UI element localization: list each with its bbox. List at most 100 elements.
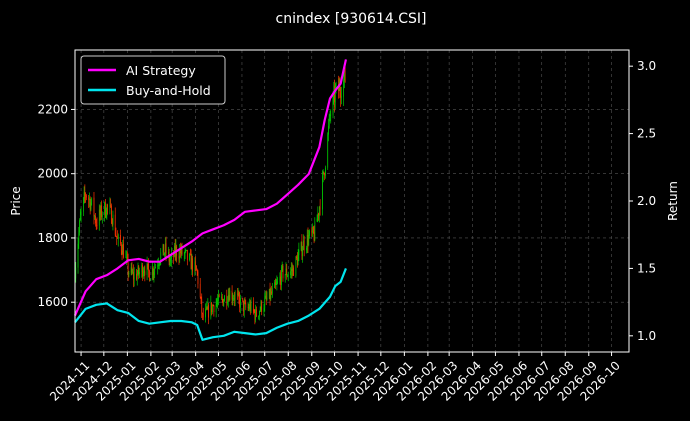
price-candle-body <box>243 300 244 312</box>
price-candle-body <box>287 276 288 278</box>
price-candle-body <box>111 223 113 225</box>
price-candle-body <box>319 207 320 216</box>
price-candle-body <box>242 298 244 301</box>
price-candle-body <box>290 271 291 276</box>
price-candle-body <box>82 198 84 212</box>
price-candle-body <box>101 205 102 217</box>
price-candle-body <box>149 270 150 282</box>
price-candle-body <box>164 243 166 253</box>
price-candle-body <box>328 115 330 126</box>
price-candle-body <box>290 268 292 272</box>
price-candle-body <box>269 289 271 300</box>
price-candle-body <box>221 296 223 300</box>
price-candle-body <box>341 96 342 98</box>
price-candle-body <box>106 204 108 217</box>
price-candle-body <box>123 243 124 258</box>
price-candle-body <box>232 298 234 300</box>
price-candle-body <box>131 267 133 273</box>
price-candle-body <box>142 265 143 277</box>
price-candle-body <box>260 301 262 310</box>
price-candle-body <box>275 282 276 285</box>
price-candle-body <box>285 268 287 275</box>
price-candle-body <box>248 307 250 310</box>
price-candle-body <box>281 267 282 285</box>
price-candle-body <box>344 70 345 81</box>
price-candle-body <box>200 296 202 300</box>
price-candle-body <box>148 263 149 271</box>
price-candle-body <box>100 205 102 215</box>
left-y-tick-label: 1600 <box>37 295 68 309</box>
price-candle-body <box>75 267 77 279</box>
price-candle-body <box>210 302 212 318</box>
price-candle-body <box>228 295 230 301</box>
price-candle-body <box>243 302 245 312</box>
price-candle-body <box>212 305 213 312</box>
price-candle-body <box>122 243 124 255</box>
price-candle-body <box>186 249 187 251</box>
price-candle-body <box>254 311 256 320</box>
price-candle-body <box>250 301 252 311</box>
price-candle-body <box>202 313 204 318</box>
price-candle-body <box>329 114 331 116</box>
price-candle-body <box>199 283 201 297</box>
price-candle-body <box>138 266 140 275</box>
price-candle-body <box>277 281 278 283</box>
price-candle-body <box>207 304 209 310</box>
price-candle-body <box>84 192 86 196</box>
price-candle-body <box>275 284 277 285</box>
price-candle-body <box>263 308 265 313</box>
price-candle-body <box>302 250 304 257</box>
price-candle-body <box>126 257 127 258</box>
left-y-tick-label: 1800 <box>37 231 68 245</box>
price-candle-body <box>280 276 282 285</box>
price-candle-body <box>185 250 187 251</box>
chart-title: cnindex [930614.CSI] <box>276 11 427 27</box>
price-candle-body <box>147 263 149 265</box>
price-candle-body <box>184 250 186 254</box>
price-candle-body <box>127 257 128 260</box>
price-candle-body <box>153 272 155 275</box>
price-candle-body <box>213 305 215 313</box>
price-candle-body <box>117 235 119 239</box>
price-candle-body <box>325 167 326 176</box>
price-candle-body <box>190 254 192 270</box>
price-candle-body <box>319 207 321 210</box>
price-candle-body <box>183 253 185 255</box>
price-candle-body <box>136 273 137 280</box>
price-candle-body <box>89 198 90 200</box>
price-candle-body <box>317 213 319 219</box>
price-candle-body <box>180 249 181 254</box>
price-candle-body <box>259 309 261 312</box>
price-candle-body <box>158 264 159 266</box>
price-candle-body <box>270 291 272 300</box>
price-candle-body <box>324 173 326 176</box>
right-y-tick-label: 1.5 <box>637 261 656 275</box>
price-candle-body <box>218 294 220 297</box>
price-candle-body <box>155 267 156 269</box>
price-candle-body <box>217 300 219 303</box>
price-candle-body <box>144 271 146 275</box>
legend-box <box>80 55 226 105</box>
price-candle-body <box>202 313 203 315</box>
price-candle-body <box>328 125 329 135</box>
buy-and-hold-line <box>74 268 347 341</box>
price-candle-body <box>261 301 263 313</box>
price-candle-body <box>116 236 118 238</box>
price-candle-body <box>120 235 121 244</box>
right-y-tick-label: 3.0 <box>637 59 656 73</box>
right-y-axis-ticks: 1.0 1.5 2.0 2.5 3.0 <box>629 59 656 343</box>
price-candle-body <box>313 232 315 241</box>
price-candle-body <box>318 213 319 216</box>
price-candle-body <box>79 220 80 233</box>
price-candle-body <box>162 244 164 253</box>
price-candle-body <box>90 202 92 210</box>
price-candle-body <box>301 241 303 257</box>
price-candle-body <box>247 307 249 308</box>
price-candle-body <box>238 292 240 298</box>
price-candle-body <box>240 298 241 308</box>
price-candle-body <box>274 282 275 288</box>
price-candle-body <box>215 304 217 313</box>
price-candle-body <box>98 209 100 226</box>
price-candle-body <box>114 214 116 235</box>
